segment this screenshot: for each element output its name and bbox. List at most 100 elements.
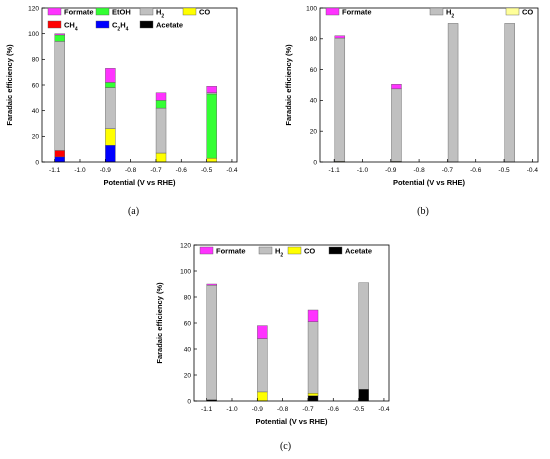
y-tick-label: 40 bbox=[184, 346, 192, 353]
bar-H2-0 bbox=[54, 41, 65, 151]
bar-Formate-0 bbox=[206, 283, 217, 286]
y-tick-label: 60 bbox=[184, 320, 192, 327]
bar-C2H4-1 bbox=[105, 145, 116, 163]
y-tick-label: 100 bbox=[28, 31, 39, 38]
y-tick-label: 100 bbox=[306, 5, 317, 12]
legend-item-co: CO bbox=[182, 7, 210, 17]
x-axis-label: Potential (V vs RHE) bbox=[393, 178, 466, 187]
legend-label: EtOH bbox=[112, 8, 131, 17]
bar-Formate-3 bbox=[206, 86, 217, 93]
x-tick-label: -1.0 bbox=[74, 167, 86, 174]
legend-swatch bbox=[182, 7, 197, 16]
x-tick-label: -0.7 bbox=[150, 167, 162, 174]
y-tick-label: 0 bbox=[187, 398, 191, 405]
legend-item-h: H2 bbox=[258, 246, 283, 259]
y-tick-label: 0 bbox=[35, 159, 39, 166]
legend-label: CH4 bbox=[64, 21, 78, 33]
x-tick-label: -0.5 bbox=[201, 167, 213, 174]
panel-caption: (b) bbox=[417, 206, 429, 217]
legend-item-formate: Formate bbox=[47, 7, 94, 17]
bar-CH4-0 bbox=[54, 150, 65, 158]
bar-H2-1 bbox=[105, 87, 116, 129]
bar-Formate-0 bbox=[334, 35, 346, 39]
x-tick-label: -0.8 bbox=[413, 167, 425, 174]
y-axis-label: Faradaic efficiency (%) bbox=[155, 282, 164, 364]
bar-CO-2 bbox=[307, 393, 319, 397]
legend-item-h: H2 bbox=[429, 7, 454, 20]
legend-swatch bbox=[199, 246, 214, 255]
y-axis-label: Faradaic efficiency (%) bbox=[5, 44, 14, 126]
legend-item-c: C2H4 bbox=[95, 20, 129, 33]
bar-Formate-2 bbox=[155, 92, 167, 101]
bar-CO-1 bbox=[257, 391, 268, 402]
legend-label: H2 bbox=[446, 8, 454, 20]
legend-swatch bbox=[47, 7, 62, 16]
y-tick-label: 100 bbox=[180, 268, 191, 275]
legend-label: CO bbox=[304, 247, 315, 256]
y-tick-label: 40 bbox=[32, 108, 40, 115]
chart-panel-a: 0 20 40 60 80 100 120 -1.1 -1.0 -0.9 -0.8 -0.7 -0.6 -… bbox=[5, 5, 238, 217]
legend-label: H2 bbox=[275, 247, 283, 259]
panel-caption: (a) bbox=[128, 206, 139, 217]
chart-panel-b: 0 20 40 60 80 100 -1.1 -1.0 -0.9 -0.8 -0.7 -0.6 -0.5… bbox=[284, 5, 539, 217]
legend-swatch bbox=[328, 246, 343, 255]
legend-item-formate: Formate bbox=[199, 246, 246, 256]
x-axis-label: Potential (V vs RHE) bbox=[255, 417, 328, 426]
x-tick-label: -1.0 bbox=[357, 167, 369, 174]
x-tick-label: -0.6 bbox=[470, 167, 482, 174]
legend-swatch bbox=[258, 246, 273, 255]
bar-CO-3 bbox=[206, 157, 217, 163]
legend-label: Acetate bbox=[156, 21, 183, 30]
y-tick-label: 0 bbox=[313, 159, 317, 166]
legend-label: Formate bbox=[64, 8, 94, 17]
plot-frame bbox=[319, 7, 539, 163]
x-tick-label: -0.5 bbox=[353, 406, 365, 413]
y-tick-label: 120 bbox=[28, 5, 39, 12]
bar-Formate-1 bbox=[391, 84, 402, 90]
legend-swatch bbox=[325, 7, 340, 16]
bar-EtOH-1 bbox=[105, 82, 116, 88]
legend-label: Acetate bbox=[345, 247, 372, 256]
legend-swatch bbox=[287, 246, 302, 255]
bar-Formate-1 bbox=[105, 68, 116, 83]
x-tick-label: -0.7 bbox=[302, 406, 314, 413]
legend-swatch bbox=[95, 20, 110, 29]
y-tick-label: 80 bbox=[32, 57, 40, 64]
y-tick-label: 40 bbox=[310, 98, 318, 105]
x-axis-label: Potential (V vs RHE) bbox=[103, 178, 176, 187]
y-axis-label: Faradaic efficiency (%) bbox=[284, 44, 293, 126]
x-tick-label: -0.6 bbox=[328, 406, 340, 413]
x-tick-label: -0.9 bbox=[385, 167, 397, 174]
legend-item-co: CO bbox=[287, 246, 315, 256]
y-tick-label: 120 bbox=[180, 242, 191, 249]
bar-H2-2 bbox=[307, 321, 319, 394]
y-tick-label: 20 bbox=[32, 134, 40, 141]
legend-label: Formate bbox=[216, 247, 246, 256]
bar-H2-0 bbox=[206, 285, 217, 400]
x-tick-label: -0.6 bbox=[176, 167, 188, 174]
bar-C2H4-0 bbox=[54, 156, 65, 163]
bar-H2-1 bbox=[257, 338, 268, 393]
legend-label: CO bbox=[199, 8, 210, 17]
x-tick-label: -1.1 bbox=[329, 167, 341, 174]
x-tick-label: -0.8 bbox=[277, 406, 289, 413]
bar-Acetate-3 bbox=[358, 389, 369, 402]
bar-Formate-0 bbox=[54, 33, 65, 36]
legend-item-etoh: EtOH bbox=[95, 8, 131, 17]
bar-CO-1 bbox=[105, 128, 116, 146]
bar-EtOH-3 bbox=[206, 93, 217, 159]
x-tick-label: -0.5 bbox=[498, 167, 510, 174]
legend-item-acetate: Acetate bbox=[139, 21, 183, 30]
legend-swatch bbox=[429, 7, 444, 16]
y-tick-label: 80 bbox=[310, 36, 318, 43]
x-tick-label: -0.8 bbox=[125, 167, 137, 174]
legend-item-co: CO bbox=[505, 7, 533, 17]
legend-item-ch: CH4 bbox=[47, 20, 78, 33]
y-tick-label: 60 bbox=[32, 82, 40, 89]
legend-swatch bbox=[505, 7, 520, 16]
bar-H2-3 bbox=[358, 282, 369, 390]
x-tick-label: -1.1 bbox=[49, 167, 61, 174]
legend-swatch bbox=[47, 20, 62, 29]
legend-label: Formate bbox=[342, 8, 372, 17]
